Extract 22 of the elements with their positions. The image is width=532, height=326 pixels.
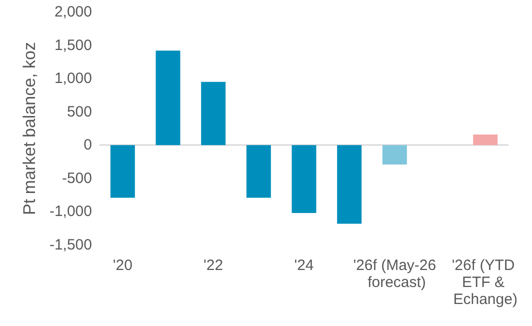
- y-tick-label: 2,000: [54, 4, 92, 20]
- x-tick-label: '26f (May-26 forecast): [353, 257, 436, 291]
- y-tick-label: -1,500: [49, 236, 92, 254]
- x-tick-label: '26f (YTD ETF & Echange): [452, 257, 519, 308]
- y-tick-label: -1,000: [49, 203, 92, 220]
- bar: [246, 145, 271, 198]
- y-tick-label: -500: [62, 170, 92, 187]
- bar: [382, 145, 407, 164]
- x-tick-label: '22: [204, 257, 224, 274]
- bar: [110, 145, 135, 198]
- y-tick-label: 1,500: [54, 36, 92, 54]
- y-axis-title: Pt market balance, koz: [20, 42, 39, 215]
- bar: [156, 50, 180, 146]
- y-tick-label: 500: [66, 103, 92, 120]
- bar: [201, 82, 226, 146]
- bar: [292, 145, 316, 214]
- x-tick-label: '20: [112, 257, 132, 274]
- x-tick-label: '24: [294, 257, 314, 274]
- bar: [337, 145, 362, 224]
- y-tick-label: 1,000: [54, 70, 92, 88]
- bar: [473, 134, 498, 146]
- y-tick-label: 0: [84, 136, 92, 154]
